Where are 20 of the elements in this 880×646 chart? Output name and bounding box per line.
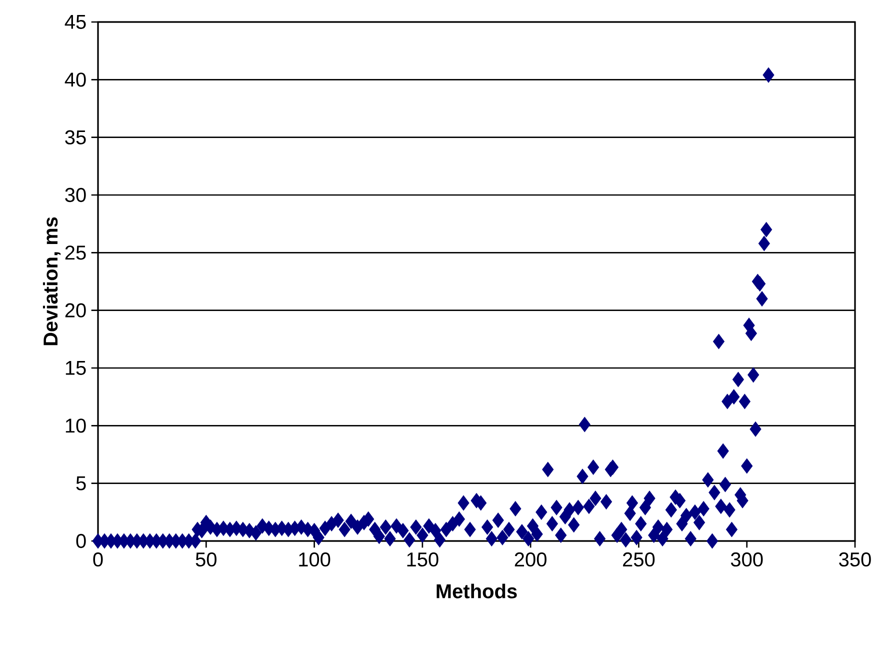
y-tick-label: 40 [64,72,86,87]
y-tick-label: 0 [76,534,86,548]
y-tick-label: 45 [64,15,86,29]
y-tick-label: 30 [65,188,86,202]
x-axis-title: Methods [436,584,517,598]
y-tick-label: 25 [65,246,86,260]
y-tick-label: 10 [66,418,86,433]
x-tick-label: 250 [623,552,655,567]
y-tick-label: 35 [65,130,86,144]
x-tick-label: 0 [93,552,103,567]
x-tick-label: 50 [196,552,216,567]
x-tick-label: 350 [839,552,871,567]
y-tick-label: 20 [65,303,86,318]
y-tick-label: 5 [76,476,86,490]
y-axis-title: Deviation, ms [42,217,61,346]
x-tick-label: 300 [730,552,763,567]
x-tick-label: 150 [407,552,438,567]
y-tick-label: 15 [66,361,86,375]
x-tick-label: 200 [514,552,546,567]
x-tick-label: 100 [299,552,330,567]
